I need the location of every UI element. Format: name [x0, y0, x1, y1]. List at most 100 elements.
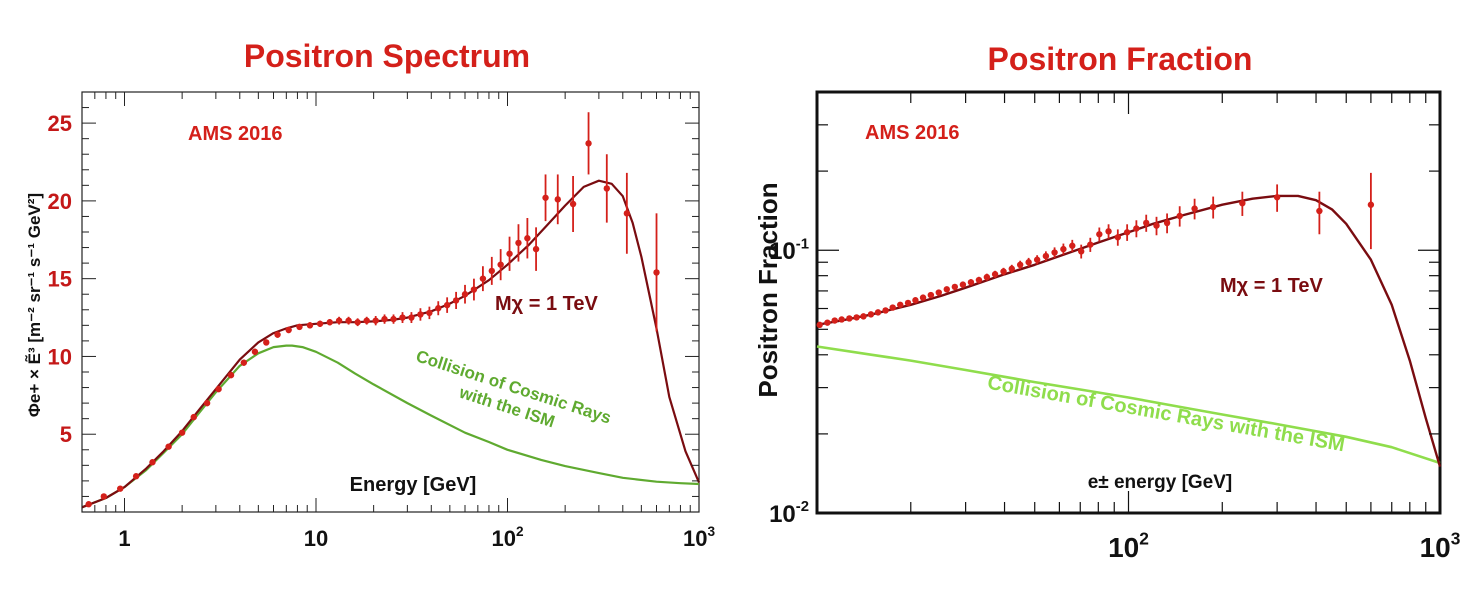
data-point — [1209, 203, 1217, 211]
data-point — [967, 279, 975, 286]
data-point — [461, 291, 469, 298]
data-point-group — [117, 485, 124, 492]
data-point — [381, 315, 388, 323]
data-point — [1123, 229, 1131, 236]
data-point-group — [1016, 260, 1024, 270]
data-point — [951, 283, 959, 291]
data-point — [85, 501, 92, 508]
data-point — [927, 291, 935, 299]
positron-fraction-svg: Positron Fraction 10-1 10-2 102 103 AMS 201… — [753, 41, 1461, 563]
data-point-group — [1000, 267, 1007, 276]
data-point — [838, 316, 845, 323]
data-point — [178, 429, 186, 436]
data-point — [1016, 261, 1024, 269]
data-point-group — [426, 306, 433, 320]
data-point — [1078, 248, 1085, 255]
data-point-group — [967, 279, 975, 286]
x-axis-label: e± energy [GeV] — [1088, 472, 1233, 493]
dataset-tag: AMS 2016 — [188, 123, 283, 145]
data-point-group — [1273, 184, 1281, 212]
data-point — [149, 459, 156, 466]
data-point — [991, 271, 999, 278]
data-point-group — [882, 307, 889, 314]
data-point — [1273, 194, 1281, 201]
data-point — [335, 317, 343, 324]
data-point — [1000, 268, 1007, 275]
data-point — [326, 319, 333, 326]
data-point — [824, 319, 831, 326]
data-point-group — [1316, 191, 1323, 235]
data-point-group — [853, 314, 860, 321]
data-point — [653, 269, 660, 276]
background-curve — [81, 344, 700, 509]
data-point-group — [897, 301, 904, 308]
data-point — [846, 315, 853, 322]
data-point-group — [372, 316, 379, 326]
data-point — [285, 326, 292, 334]
data-point-group — [363, 316, 370, 325]
data-point-group — [991, 270, 999, 278]
data-point-group — [1087, 237, 1094, 252]
data-point — [943, 286, 950, 293]
data-point-group — [1025, 257, 1032, 267]
data-point-group — [603, 154, 610, 223]
data-point — [1069, 242, 1076, 249]
data-point-group — [927, 291, 935, 299]
data-point — [867, 311, 875, 318]
y-tick-label: 15 — [48, 267, 72, 292]
data-point-group — [381, 314, 388, 324]
y-tick-label: 5 — [60, 422, 72, 447]
data-point-group — [470, 278, 478, 301]
data-point-group — [1143, 214, 1150, 232]
x-tick-label: 102 — [491, 524, 523, 551]
data-point-group — [975, 276, 983, 284]
data-point-group — [132, 473, 140, 480]
data-point — [889, 304, 896, 311]
data-point-group — [860, 313, 867, 320]
background-label: Collision of Cosmic Rays with the ISM — [986, 372, 1347, 457]
positron-spectrum-svg: Positron Spectrum 5 10 15 20 25 1 10 102 103 AMS… — [24, 38, 715, 551]
data-point-group — [1133, 220, 1140, 238]
data-point-group — [488, 256, 495, 285]
data-point — [506, 250, 513, 257]
y-tick-label: 10 — [48, 344, 72, 369]
data-point-group — [532, 227, 540, 271]
data-point-group — [165, 443, 172, 450]
data-point-group — [408, 312, 415, 323]
data-point — [1133, 225, 1140, 232]
data-point-group — [816, 321, 823, 329]
data-point — [882, 307, 889, 314]
data-point-group — [1153, 216, 1160, 236]
data-point-group — [912, 297, 919, 304]
data-point-group — [306, 322, 314, 329]
data-point-group — [653, 213, 660, 332]
data-point — [251, 348, 259, 355]
data-point — [585, 140, 592, 147]
data-point — [443, 301, 451, 309]
data-point-group — [1123, 224, 1131, 241]
data-point-group — [838, 316, 845, 323]
data-point-group — [461, 284, 469, 304]
data-point-group — [1042, 251, 1050, 261]
data-point-group — [274, 331, 281, 338]
data-point-group — [524, 218, 531, 259]
x-tick-label: 10 — [304, 526, 328, 551]
data-point — [296, 323, 303, 331]
data-point — [959, 281, 967, 288]
data-point-group — [417, 308, 424, 321]
y-tick-label: 25 — [48, 111, 72, 136]
data-point-group — [1367, 172, 1375, 250]
chart-title: Positron Spectrum — [244, 38, 530, 74]
y-tick-label: 20 — [48, 189, 72, 214]
data-point — [274, 331, 281, 338]
model-curve — [81, 179, 701, 509]
data-point — [542, 194, 549, 201]
x-tick-label: 103 — [683, 524, 715, 551]
data-point — [853, 314, 860, 321]
data-point — [1008, 265, 1015, 272]
data-point — [1316, 207, 1323, 215]
data-point-group — [1051, 247, 1058, 258]
data-point-group — [178, 429, 186, 436]
data-point-group — [554, 174, 561, 225]
data-point — [1163, 219, 1171, 227]
